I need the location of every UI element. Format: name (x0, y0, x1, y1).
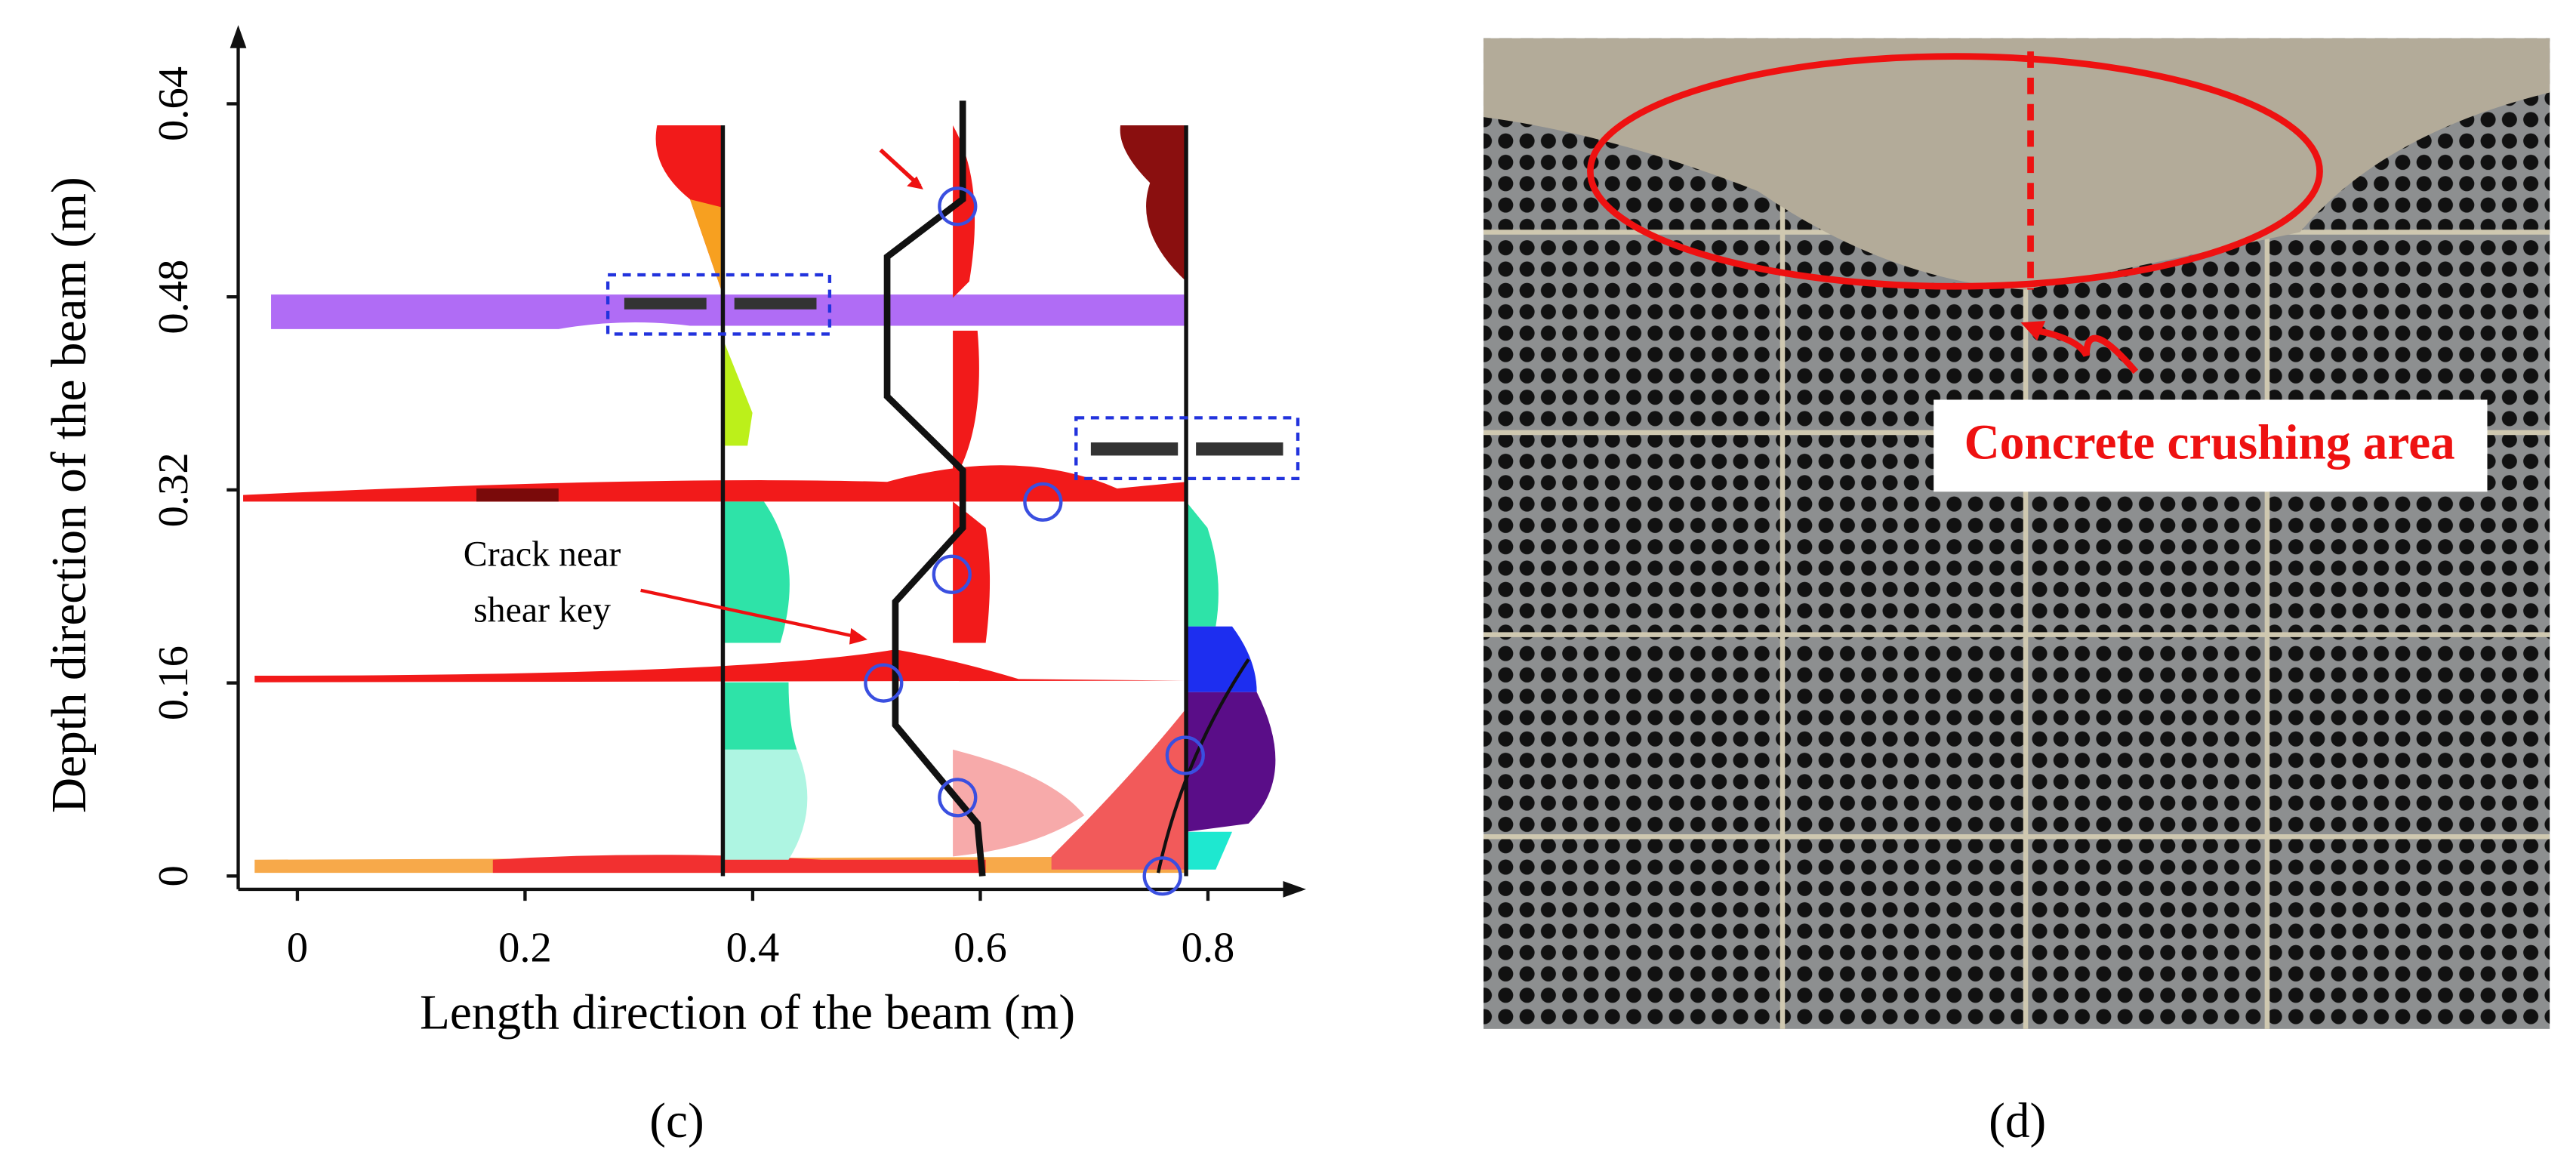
red-shape (1051, 708, 1187, 870)
teal-shape (1186, 831, 1233, 870)
key-bar (1196, 442, 1283, 456)
pink-shape (953, 749, 1085, 857)
key-bar (624, 297, 707, 310)
crack-point (938, 778, 978, 818)
crack-point (938, 186, 978, 226)
key-bar (1090, 442, 1179, 456)
joint-box (1074, 416, 1300, 481)
crushed-concrete (1483, 38, 2550, 290)
crack-point (1165, 735, 1205, 775)
pointer-head (907, 176, 923, 190)
teal-shape (723, 682, 797, 750)
orange-shape (689, 199, 723, 295)
x-tick-label: 0.8 (1182, 925, 1235, 972)
pale-shape (723, 749, 808, 860)
y-tick-label: 0.16 (150, 646, 197, 720)
key-bar (734, 297, 817, 310)
crack-point (1023, 482, 1063, 522)
dark-segment (476, 488, 559, 502)
x-tick-label: 0 (287, 925, 308, 972)
x-axis-arrow (1283, 881, 1306, 898)
crack-curve (1156, 658, 1250, 874)
dark-shape (1120, 125, 1187, 282)
stress-shapes (243, 100, 1300, 877)
purple-shape (1186, 692, 1276, 832)
y-axis-title: Depth direction of the beam (m) (42, 177, 97, 813)
red-segment (492, 855, 986, 874)
annotation: shear key (473, 590, 611, 630)
red-shape (655, 125, 723, 295)
crack-path (883, 100, 986, 877)
green-shape (723, 338, 753, 446)
blue-shape (1186, 626, 1257, 692)
crack-point (1142, 856, 1182, 896)
panel-label: (d) (1989, 1094, 2046, 1148)
pointer-head (2020, 320, 2046, 341)
pointer-head (849, 627, 867, 645)
pointer-arrow (640, 588, 855, 638)
pointer-arrow (2036, 327, 2139, 374)
x-axis-title: Length direction of the beam (m) (420, 986, 1075, 1040)
joint-box (605, 273, 832, 336)
x-tick-label: 0.6 (954, 925, 1007, 972)
y-tick-label: 0.64 (150, 66, 197, 141)
x-tick-label: 0.2 (498, 925, 552, 972)
photo-label: Concrete crushing area (1964, 416, 2455, 470)
red-band (254, 649, 1187, 683)
annotation: Crack near (464, 534, 621, 574)
teal-shape (1186, 501, 1219, 627)
y-tick-label: 0 (150, 865, 197, 886)
crack-point (864, 663, 904, 703)
y-axis-arrow (230, 25, 247, 48)
x-tick-label: 0.4 (726, 925, 780, 972)
teal-shape (723, 501, 790, 643)
y-tick-label: 0.48 (150, 260, 197, 334)
panel-label: (c) (649, 1094, 704, 1148)
crack-point (932, 554, 972, 594)
label-box (1934, 399, 2488, 492)
crush-ellipse (1587, 53, 2323, 290)
purple-band (271, 294, 1187, 329)
y-tick-label: 0.32 (150, 452, 197, 527)
photo: Concrete crushing area (1483, 38, 2550, 1029)
